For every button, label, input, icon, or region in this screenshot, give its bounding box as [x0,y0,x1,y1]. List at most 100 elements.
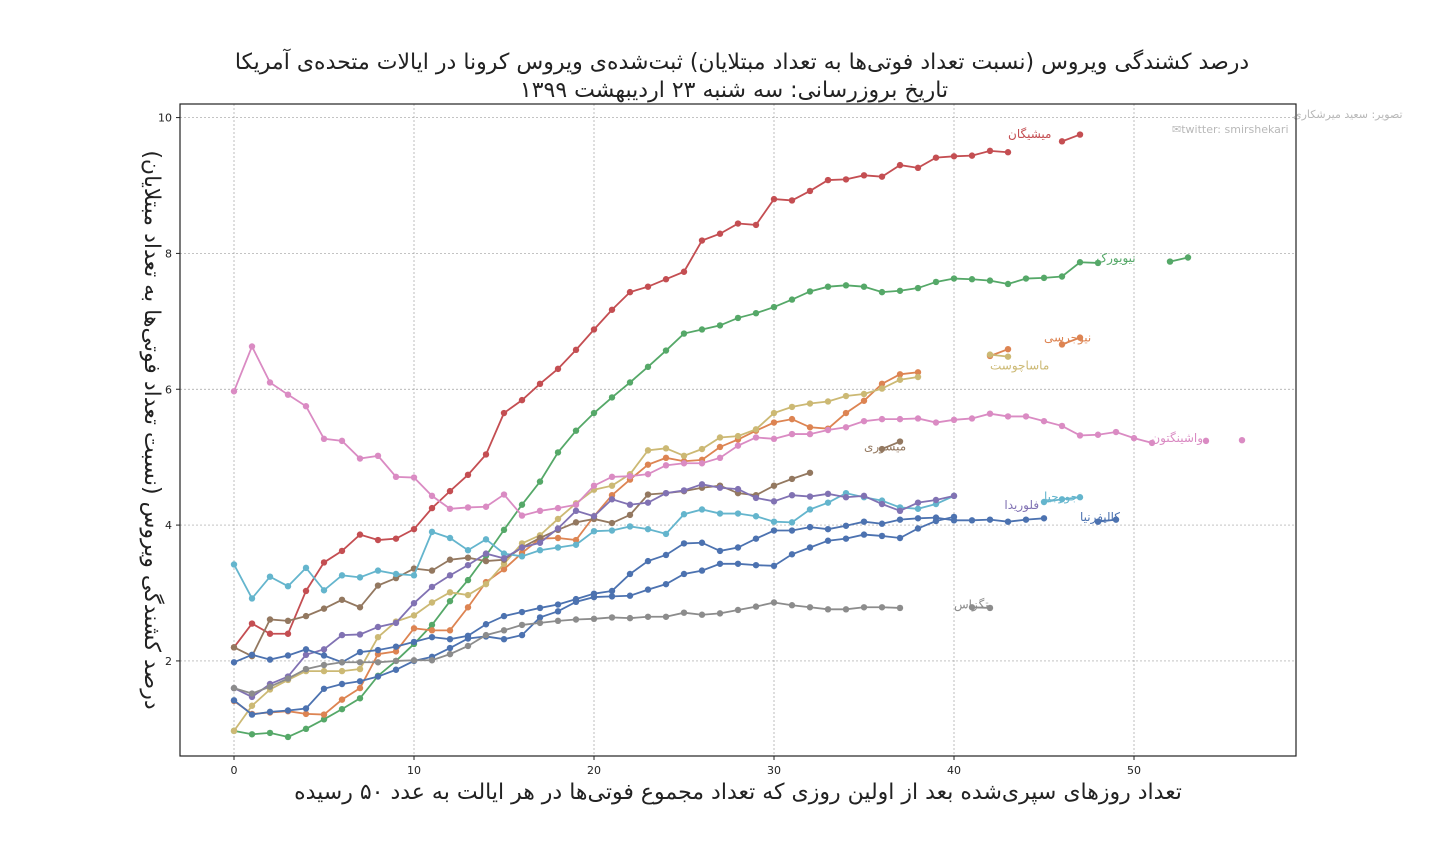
data-point [356,684,364,692]
data-point [374,582,382,589]
series-label: واشینگتون [1151,431,1203,446]
data-point [680,609,688,616]
y-tick-label: 8 [165,247,172,260]
data-point [662,347,670,354]
data-point [536,478,544,485]
data-point [590,482,598,489]
data-point [716,560,724,567]
series-line [881,440,901,450]
data-point [806,523,814,531]
data-point [302,587,310,595]
data-point [986,351,994,358]
data-point [698,611,706,618]
data-point [266,729,274,737]
data-point [806,604,814,611]
data-point [554,617,562,625]
data-point [662,454,670,462]
data-point [338,547,346,555]
data-point [878,415,886,423]
series-label: جورجیا [1044,490,1078,505]
data-point [1148,439,1156,447]
data-point [248,731,256,738]
data-point [824,426,832,434]
data-point [824,398,832,405]
data-point [752,535,760,542]
data-point [644,525,652,533]
data-point [932,154,940,161]
data-point [482,621,490,628]
data-point [716,443,724,451]
series-line [1061,133,1081,143]
data-point [806,424,814,431]
data-point [392,535,400,542]
data-point [716,547,724,555]
series-line [1061,336,1081,346]
data-point [860,390,868,398]
data-point [230,561,238,568]
data-point [698,326,706,333]
data-point [428,621,436,629]
data-point [932,496,940,504]
data-point [428,599,436,606]
data-point [644,491,652,498]
data-point [464,554,472,561]
data-point [1040,498,1048,506]
data-point [698,539,706,546]
data-point [374,536,382,544]
chart-title: درصد کشندگی ویروس (نسبت تعداد فوتی‌ها به… [235,48,1249,75]
data-point [1076,259,1084,266]
data-point [230,727,238,735]
data-point [446,572,454,579]
y-axis-label: درصد کشندگی ویروس (نسبت تعداد فوتی‌ها به… [139,150,165,709]
data-point [914,505,922,512]
data-point [1040,274,1048,282]
data-point [860,397,868,404]
data-point [500,409,508,417]
data-point [644,499,652,506]
data-point [806,544,814,551]
data-point [1004,149,1012,156]
data-point [716,610,724,617]
data-point [680,452,688,460]
data-point [986,277,994,284]
y-tick-label: 2 [165,655,172,668]
data-point [590,593,598,601]
data-point [608,306,616,313]
data-point [500,612,508,620]
data-point [320,605,328,612]
data-point [932,517,940,525]
data-point [1166,258,1174,265]
data-point [536,534,544,542]
data-point [428,504,436,512]
data-point [680,487,688,494]
data-point [698,237,706,244]
data-point [302,710,310,718]
data-point [536,539,544,546]
data-point [518,512,526,519]
data-point [1202,437,1210,445]
data-point [554,449,562,456]
data-point [464,576,472,584]
data-point [464,591,472,599]
data-point [680,330,688,337]
data-point [788,551,796,558]
data-point [878,445,886,453]
data-point [968,604,976,611]
data-point [608,593,616,600]
data-point [410,638,418,646]
data-point [986,410,994,417]
data-point [1004,280,1012,288]
data-point [734,220,742,227]
data-point [1094,518,1102,525]
data-point [914,499,922,506]
data-point [590,409,598,417]
data-point [662,551,670,559]
data-point [266,616,274,623]
data-point [896,604,904,612]
data-point [878,532,886,540]
data-point [446,487,454,495]
series-line [233,344,1153,517]
data-point [770,303,778,311]
data-point [662,462,670,469]
data-point [626,511,634,519]
